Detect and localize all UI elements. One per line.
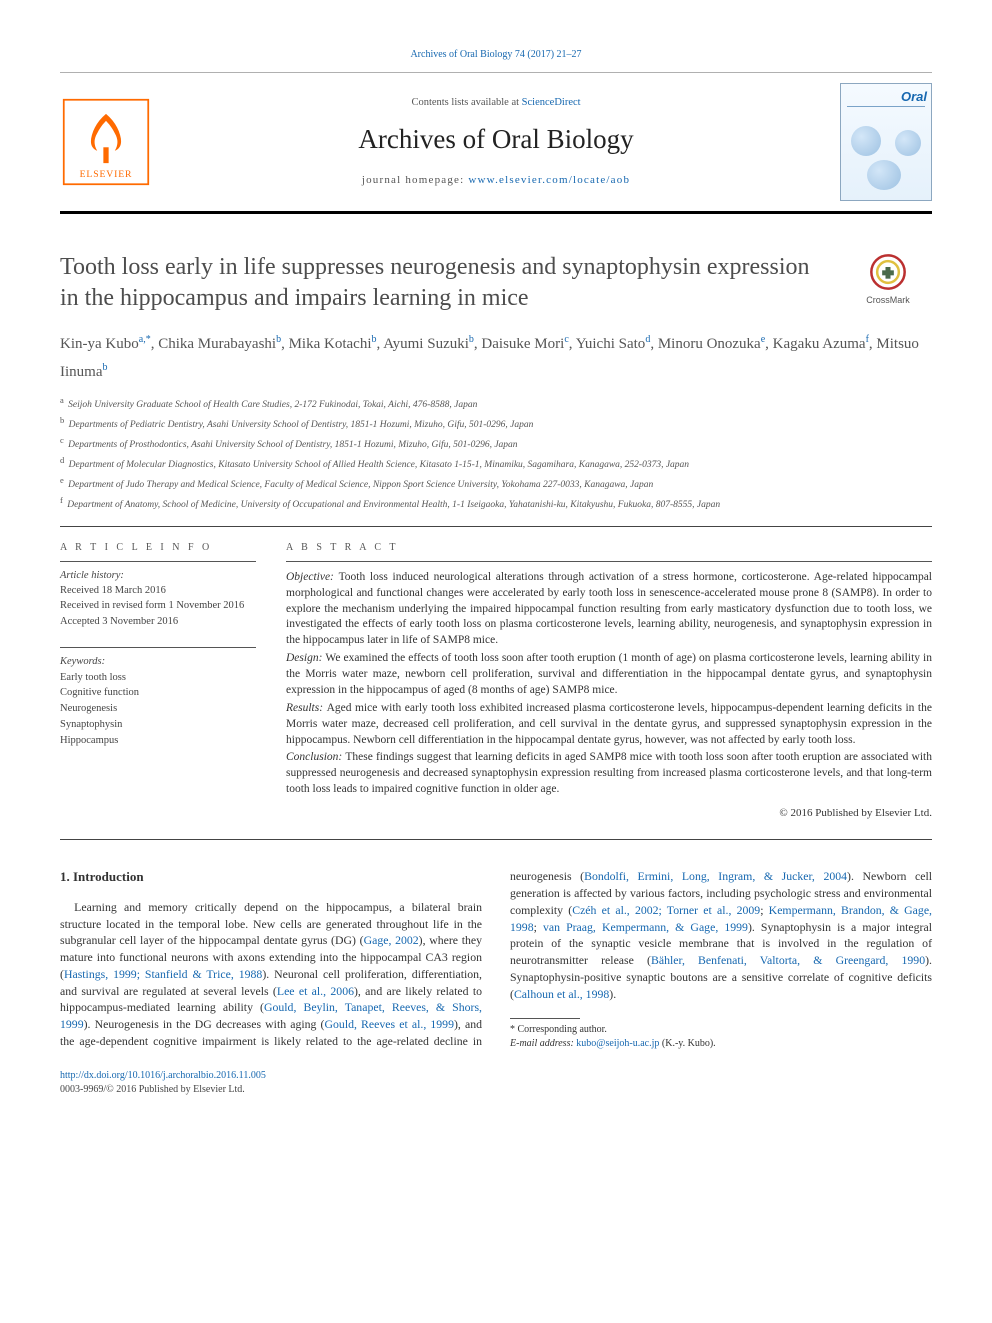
keyword: Early tooth loss (60, 672, 126, 683)
author-affil-link[interactable]: b (469, 334, 474, 345)
keywords-head: Keywords: (60, 656, 105, 667)
author-name: Mika Kotachi (289, 336, 372, 352)
affiliation-line: b Departments of Pediatric Dentistry, As… (60, 414, 932, 433)
sciencedirect-line: Contents lists available at ScienceDirec… (164, 96, 828, 111)
keywords-block: Keywords: Early tooth loss Cognitive fun… (60, 654, 256, 749)
homepage-line: journal homepage: www.elsevier.com/locat… (164, 173, 828, 188)
keyword: Neurogenesis (60, 703, 117, 714)
affiliation-line: c Departments of Prosthodontics, Asahi U… (60, 434, 932, 453)
author-affil-link[interactable]: a,* (139, 334, 151, 345)
author-name: Daisuke Mori (481, 336, 564, 352)
footnotes: * Corresponding author. E-mail address: … (510, 1023, 932, 1051)
homepage-prefix: journal homepage: (362, 174, 469, 186)
corresponding-email: E-mail address: kubo@seijoh-u.ac.jp (K.-… (510, 1037, 932, 1051)
affiliation-line: e Department of Judo Therapy and Medical… (60, 474, 932, 493)
abstract-section: Conclusion: These findings suggest that … (286, 750, 932, 798)
author-name: Ayumi Suzuki (383, 336, 469, 352)
journal-title: Archives of Oral Biology (164, 121, 828, 159)
crossmark-badge[interactable]: CrossMark (844, 252, 932, 307)
citation-link[interactable]: Bähler, Benfenati, Valtorta, & Greengard… (651, 953, 925, 967)
citation-link[interactable]: Gould, Reeves et al., 1999 (325, 1017, 454, 1031)
svg-text:ELSEVIER: ELSEVIER (80, 169, 133, 180)
affiliation-line: a Seijoh University Graduate School of H… (60, 394, 932, 413)
footnote-separator (510, 1018, 580, 1019)
elsevier-logo: ELSEVIER (60, 96, 152, 188)
citation-link[interactable]: Bondolfi, Ermini, Long, Ingram, & Jucker… (584, 869, 847, 883)
author-name: Yuichi Sato (576, 336, 646, 352)
abstract-section: Objective: Tooth loss induced neurologic… (286, 570, 932, 649)
affiliation-line: f Department of Anatomy, School of Medic… (60, 494, 932, 513)
abstract-label: Conclusion: (286, 751, 345, 763)
doi-link[interactable]: http://dx.doi.org/10.1016/j.archoralbio.… (60, 1070, 266, 1081)
crossmark-label: CrossMark (866, 295, 910, 305)
author-name: Minoru Onozuka (658, 336, 761, 352)
abstract-label: Results: (286, 702, 327, 714)
masthead: ELSEVIER Contents lists available at Sci… (60, 72, 932, 214)
author-affil-link[interactable]: c (564, 334, 568, 345)
abstract-copyright: © 2016 Published by Elsevier Ltd. (286, 806, 932, 821)
abstract-column: A B S T R A C T Objective: Tooth loss in… (286, 541, 932, 821)
top-citation-link[interactable]: Archives of Oral Biology 74 (2017) 21–27 (410, 49, 581, 60)
author-affil-link[interactable]: d (645, 334, 650, 345)
author-affil-link[interactable]: b (103, 362, 108, 373)
homepage-link[interactable]: www.elsevier.com/locate/aob (468, 174, 630, 186)
top-citation: Archives of Oral Biology 74 (2017) 21–27 (60, 48, 932, 62)
affiliations: a Seijoh University Graduate School of H… (60, 394, 932, 527)
author-affil-link[interactable]: f (866, 334, 869, 345)
email-link[interactable]: kubo@seijoh-u.ac.jp (576, 1038, 659, 1049)
issn-line: 0003-9969/© 2016 Published by Elsevier L… (60, 1084, 245, 1095)
author-affil-link[interactable]: b (372, 334, 377, 345)
history-line: Received in revised form 1 November 2016 (60, 600, 244, 611)
body-columns: 1. Introduction Learning and memory crit… (60, 868, 932, 1051)
abstract-head: A B S T R A C T (286, 541, 932, 555)
sciencedirect-link[interactable]: ScienceDirect (522, 97, 581, 108)
history-line: Received 18 March 2016 (60, 585, 166, 596)
elsevier-tree-icon: ELSEVIER (62, 98, 150, 186)
keyword: Hippocampus (60, 735, 118, 746)
citation-link[interactable]: Lee et al., 2006 (277, 984, 354, 998)
article-history: Article history: Received 18 March 2016 … (60, 568, 256, 629)
citation-link[interactable]: van Praag, Kempermann, & Gage, 1999 (543, 920, 748, 934)
citation-link[interactable]: Calhoun et al., 1998 (514, 987, 609, 1001)
author-affil-link[interactable]: b (276, 334, 281, 345)
abstract-section: Design: We examined the effects of tooth… (286, 651, 932, 699)
article-title: Tooth loss early in life suppresses neur… (60, 252, 820, 314)
article-info-head: A R T I C L E I N F O (60, 541, 256, 555)
author-name: Kagaku Azuma (773, 336, 866, 352)
history-line: Accepted 3 November 2016 (60, 616, 178, 627)
journal-cover: Oral (840, 83, 932, 201)
footer-block: http://dx.doi.org/10.1016/j.archoralbio.… (60, 1069, 932, 1097)
abstract-label: Objective: (286, 571, 339, 583)
keyword: Synaptophysin (60, 719, 122, 730)
corresponding-author: * Corresponding author. (510, 1023, 932, 1037)
history-head: Article history: (60, 570, 124, 581)
cover-brand: Oral (901, 88, 927, 106)
article-info-column: A R T I C L E I N F O Article history: R… (60, 541, 256, 821)
abstract-label: Design: (286, 652, 325, 664)
author-affil-link[interactable]: e (761, 334, 765, 345)
author-name: Kin-ya Kubo (60, 336, 139, 352)
sd-prefix: Contents lists available at (411, 97, 521, 108)
affiliation-line: d Department of Molecular Diagnostics, K… (60, 454, 932, 473)
abstract-section: Results: Aged mice with early tooth loss… (286, 701, 932, 749)
keyword: Cognitive function (60, 687, 139, 698)
crossmark-icon (868, 252, 908, 292)
section-heading-intro: 1. Introduction (60, 868, 482, 886)
citation-link[interactable]: Hastings, 1999; Stanfield & Trice, 1988 (64, 967, 262, 981)
citation-link[interactable]: Czéh et al., 2002; Torner et al., 2009 (572, 903, 760, 917)
author-name: Chika Murabayashi (158, 336, 276, 352)
citation-link[interactable]: Gage, 2002 (364, 933, 419, 947)
authors-line: Kin-ya Kuboa,*, Chika Murabayashib, Mika… (60, 328, 932, 384)
